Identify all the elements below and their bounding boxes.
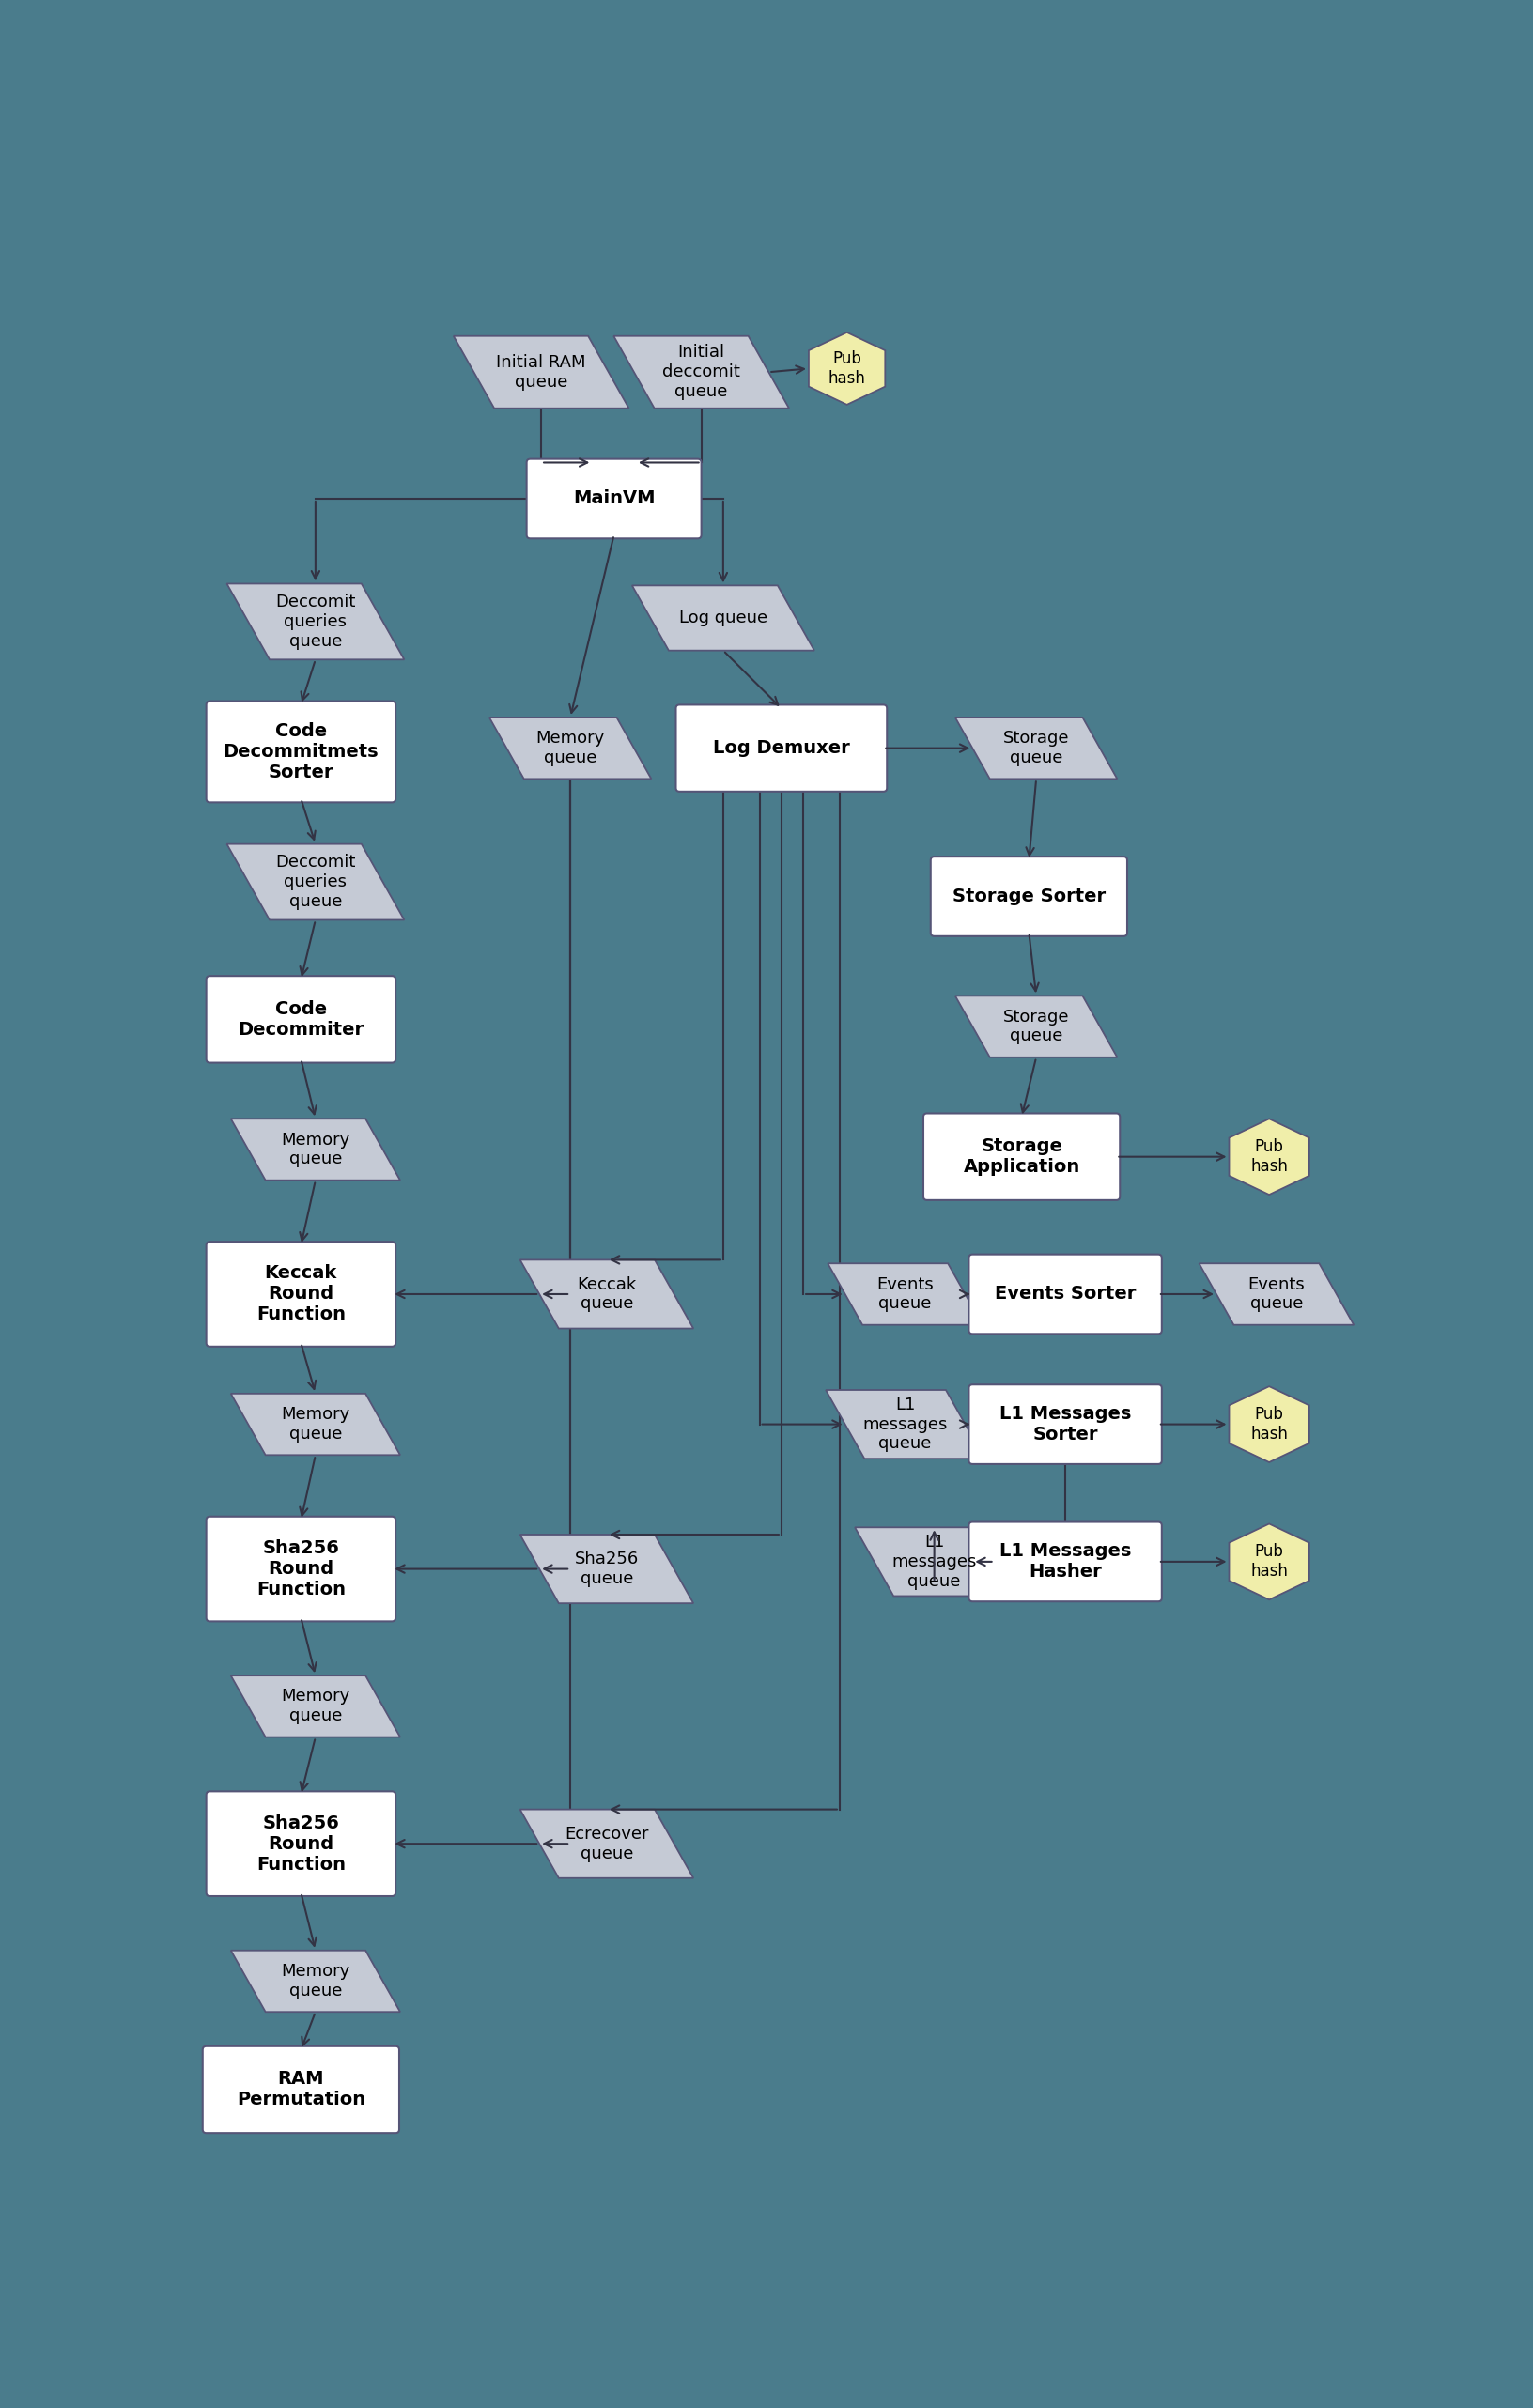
Text: Events
queue: Events queue	[875, 1276, 934, 1312]
FancyBboxPatch shape	[969, 1522, 1160, 1601]
FancyBboxPatch shape	[205, 1517, 396, 1621]
Polygon shape	[520, 1808, 693, 1878]
Text: Storage
queue: Storage queue	[1003, 730, 1069, 766]
Polygon shape	[825, 1389, 984, 1459]
Polygon shape	[1199, 1264, 1354, 1324]
Text: Pub
hash: Pub hash	[1249, 1544, 1288, 1580]
FancyBboxPatch shape	[205, 1792, 396, 1895]
Text: Log queue: Log queue	[679, 609, 766, 626]
Text: Sha256
Round
Function: Sha256 Round Function	[256, 1539, 345, 1599]
Polygon shape	[828, 1264, 983, 1324]
Text: Events
queue: Events queue	[1248, 1276, 1305, 1312]
Text: Keccak
Round
Function: Keccak Round Function	[256, 1264, 345, 1324]
Text: L1
messages
queue: L1 messages queue	[891, 1534, 977, 1589]
Polygon shape	[230, 1950, 400, 2011]
FancyBboxPatch shape	[676, 706, 886, 792]
Text: Memory
queue: Memory queue	[281, 1132, 350, 1168]
FancyBboxPatch shape	[969, 1385, 1160, 1464]
Text: Initial
deccomit
queue: Initial deccomit queue	[662, 344, 740, 400]
Text: Sha256
queue: Sha256 queue	[575, 1551, 638, 1587]
Text: Deccomit
queries
queue: Deccomit queries queue	[276, 855, 356, 910]
Text: Memory
queue: Memory queue	[281, 1963, 350, 1999]
FancyBboxPatch shape	[923, 1112, 1119, 1199]
Text: Pub
hash: Pub hash	[1249, 1139, 1288, 1175]
FancyBboxPatch shape	[931, 857, 1127, 937]
Text: Storage Sorter: Storage Sorter	[952, 889, 1105, 905]
FancyBboxPatch shape	[205, 975, 396, 1062]
Text: Pub
hash: Pub hash	[828, 349, 865, 388]
Text: Ecrecover
queue: Ecrecover queue	[564, 1825, 648, 1861]
Text: Memory
queue: Memory queue	[281, 1406, 350, 1442]
Text: Storage
queue: Storage queue	[1003, 1009, 1069, 1045]
Text: Deccomit
queries
queue: Deccomit queries queue	[276, 595, 356, 650]
Polygon shape	[454, 337, 629, 409]
Polygon shape	[854, 1527, 1013, 1597]
FancyBboxPatch shape	[205, 1243, 396, 1346]
Text: Memory
queue: Memory queue	[281, 1688, 350, 1724]
Polygon shape	[230, 1120, 400, 1180]
Polygon shape	[520, 1534, 693, 1604]
Text: L1
messages
queue: L1 messages queue	[862, 1397, 947, 1452]
Text: L1 Messages
Hasher: L1 Messages Hasher	[1000, 1544, 1130, 1582]
Polygon shape	[227, 583, 405, 660]
Text: Initial RAM
queue: Initial RAM queue	[497, 354, 586, 390]
Text: Pub
hash: Pub hash	[1249, 1406, 1288, 1442]
Polygon shape	[489, 718, 652, 778]
Text: Code
Decommitmets
Sorter: Code Decommitmets Sorter	[222, 722, 379, 780]
Polygon shape	[230, 1394, 400, 1454]
Text: Sha256
Round
Function: Sha256 Round Function	[256, 1813, 345, 1873]
FancyBboxPatch shape	[969, 1255, 1160, 1334]
Text: RAM
Permutation: RAM Permutation	[236, 2071, 365, 2109]
FancyBboxPatch shape	[202, 2047, 399, 2133]
FancyBboxPatch shape	[526, 460, 701, 539]
Polygon shape	[955, 718, 1116, 778]
Text: Memory
queue: Memory queue	[535, 730, 604, 766]
Text: L1 Messages
Sorter: L1 Messages Sorter	[1000, 1404, 1130, 1442]
Polygon shape	[230, 1676, 400, 1736]
Polygon shape	[1228, 1120, 1308, 1194]
Text: MainVM: MainVM	[572, 489, 655, 508]
Polygon shape	[955, 997, 1116, 1057]
Polygon shape	[1228, 1524, 1308, 1599]
Text: Events Sorter: Events Sorter	[993, 1286, 1136, 1303]
Polygon shape	[632, 585, 814, 650]
Text: Code
Decommiter: Code Decommiter	[238, 999, 363, 1038]
Text: Log Demuxer: Log Demuxer	[713, 739, 849, 756]
Polygon shape	[808, 332, 885, 405]
Polygon shape	[1228, 1387, 1308, 1462]
Polygon shape	[227, 843, 405, 920]
Polygon shape	[613, 337, 788, 409]
Text: Keccak
queue: Keccak queue	[576, 1276, 636, 1312]
Text: Storage
Application: Storage Application	[963, 1137, 1079, 1175]
FancyBboxPatch shape	[205, 701, 396, 802]
Polygon shape	[520, 1259, 693, 1329]
